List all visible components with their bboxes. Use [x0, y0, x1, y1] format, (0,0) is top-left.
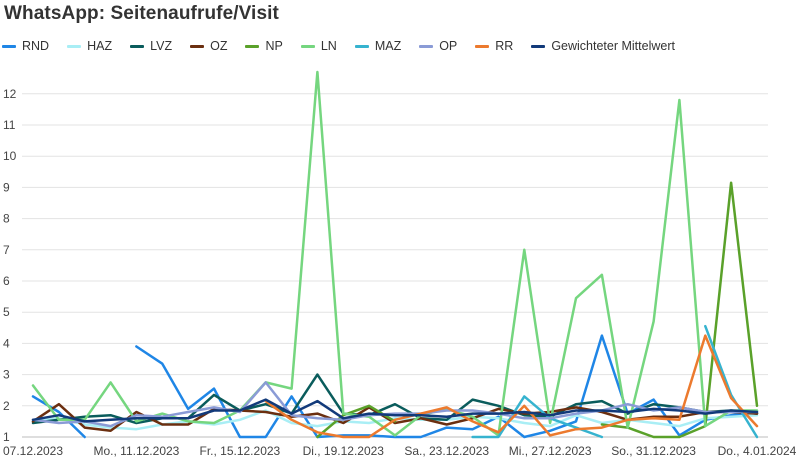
x-axis-ticks: 07.12.2023 Mo., 11.12.2023 Fr., 15.12.2023…	[3, 444, 797, 458]
series-lines	[31, 70, 759, 439]
legend: RND HAZ LVZ OZ NP LN MAZ OP RR Gewichteter Mittel…	[2, 39, 693, 53]
legend-swatch	[531, 44, 546, 48]
legend-item-rr[interactable]: RR	[475, 39, 513, 53]
y-tick-label: 3	[3, 368, 10, 382]
x-tick-label: Sa., 23.12.2023	[404, 444, 489, 458]
series-line-rnd	[135, 334, 759, 439]
series-rr	[264, 334, 759, 439]
y-tick-label: 1	[3, 430, 10, 444]
y-tick-label: 8	[3, 212, 10, 226]
legend-label: NP	[265, 39, 283, 53]
y-tick-label: 5	[3, 305, 10, 319]
legend-label: LN	[320, 39, 337, 53]
series-line-ln	[31, 70, 759, 437]
chart-title: WhatsApp: Seitenaufrufe/Visit	[4, 3, 279, 24]
legend-swatch	[245, 44, 260, 48]
series-ln	[31, 70, 759, 437]
x-tick-label: Fr., 15.12.2023	[199, 444, 280, 458]
legend-item-gewichteter-mittelwert[interactable]: Gewichteter Mittelwert	[531, 39, 675, 53]
legend-item-np[interactable]: NP	[245, 39, 283, 53]
series-line-gewichteter-mittelwert	[31, 398, 759, 423]
y-tick-label: 12	[3, 87, 17, 101]
legend-item-maz[interactable]: MAZ	[354, 39, 402, 53]
y-tick-label: 7	[3, 243, 10, 257]
legend-item-lvz[interactable]: LVZ	[130, 39, 172, 53]
legend-label: Gewichteter Mittelwert	[551, 39, 675, 53]
series-rnd	[31, 334, 759, 439]
legend-swatch	[475, 44, 490, 48]
y-tick-label: 10	[3, 149, 17, 163]
legend-swatch	[190, 44, 205, 48]
legend-swatch	[130, 44, 145, 48]
legend-swatch	[300, 44, 315, 48]
series-line-rr	[264, 334, 759, 439]
x-tick-label: Mo., 11.12.2023	[94, 444, 180, 458]
x-tick-label: Do., 4.01.2024	[718, 444, 797, 458]
legend-swatch	[419, 44, 434, 48]
y-tick-label: 9	[3, 180, 10, 194]
y-tick-label: 2	[3, 399, 10, 413]
series-op	[31, 381, 759, 428]
legend-item-haz[interactable]: HAZ	[67, 39, 112, 53]
legend-swatch	[67, 44, 82, 48]
series-line-haz	[31, 409, 759, 431]
y-tick-label: 6	[3, 274, 10, 288]
series-gewichteter-mittelwert	[31, 398, 759, 423]
legend-item-rnd[interactable]: RND	[2, 39, 49, 53]
legend-swatch	[2, 44, 16, 48]
legend-label: RND	[22, 39, 50, 53]
series-haz	[31, 409, 759, 431]
legend-label: RR	[495, 39, 514, 53]
x-tick-label: So., 31.12.2023	[611, 444, 696, 458]
series-np	[316, 181, 759, 439]
y-tick-label: 4	[3, 336, 10, 350]
x-tick-label: 07.12.2023	[3, 444, 63, 458]
x-tick-label: Mi., 27.12.2023	[509, 444, 592, 458]
legend-label: LVZ	[150, 39, 173, 53]
y-tick-label: 11	[3, 118, 16, 132]
series-line-op	[31, 381, 759, 428]
series-line-rnd	[31, 395, 86, 439]
gridlines	[22, 93, 768, 438]
legend-item-ln[interactable]: LN	[300, 39, 337, 53]
x-tick-label: Di., 19.12.2023	[303, 444, 385, 458]
legend-label: OZ	[210, 39, 228, 53]
legend-label: OP	[439, 39, 458, 53]
legend-item-oz[interactable]: OZ	[190, 39, 227, 53]
legend-item-op[interactable]: OP	[419, 39, 457, 53]
legend-swatch	[354, 44, 369, 48]
legend-label: MAZ	[374, 39, 402, 53]
legend-label: HAZ	[87, 39, 113, 53]
